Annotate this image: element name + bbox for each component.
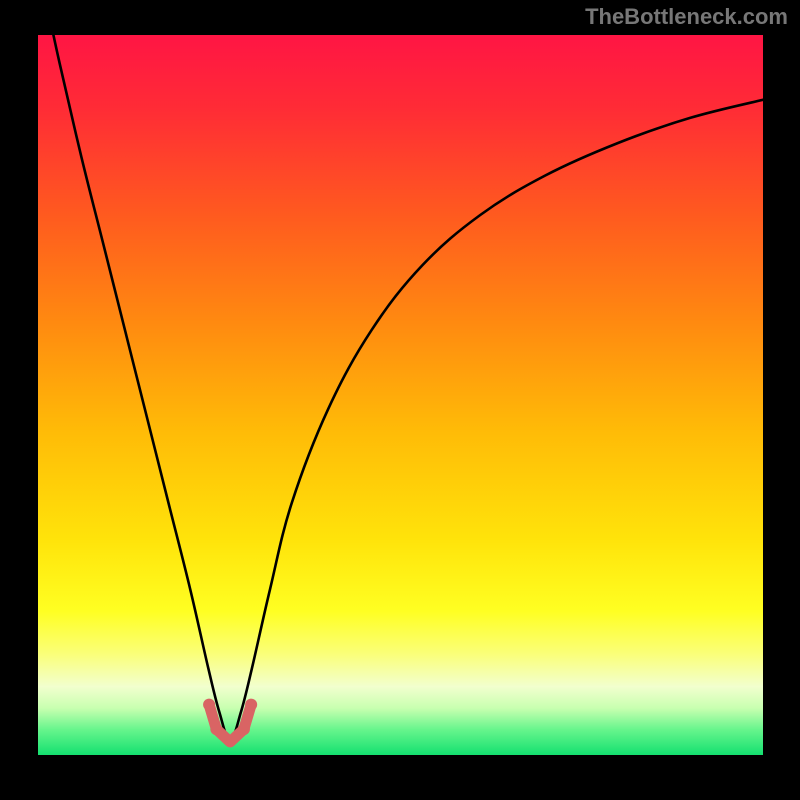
chart-container: TheBottleneck.com <box>0 0 800 800</box>
optimal-zone-marker <box>210 723 222 735</box>
optimal-zone-marker <box>245 699 257 711</box>
plot-gradient-background <box>38 35 763 755</box>
watermark-text: TheBottleneck.com <box>585 4 788 30</box>
bottleneck-curve-chart <box>0 0 800 800</box>
optimal-zone-marker <box>203 699 215 711</box>
optimal-zone-marker <box>238 723 250 735</box>
